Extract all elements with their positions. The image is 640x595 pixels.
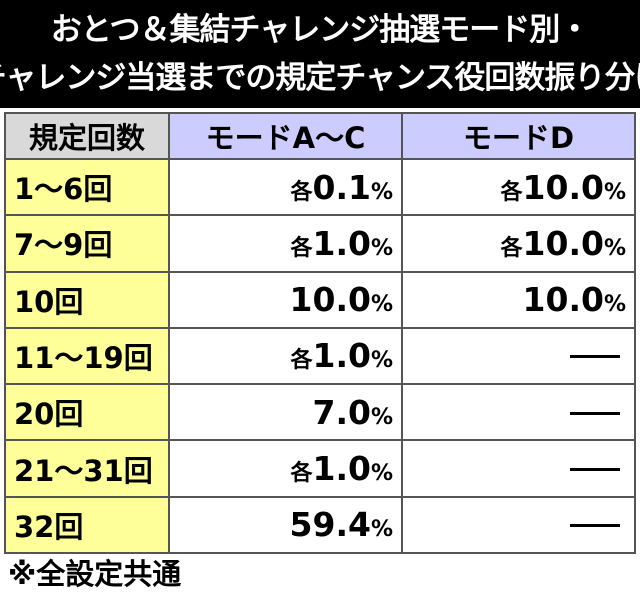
title-line-1: おとつ＆集結チャレンジ抽選モード別・	[50, 12, 590, 48]
title-line-2: チャレンジ当選までの規定チャンス役回数振り分け	[0, 60, 640, 96]
table-header-row: 規定回数 モードA～C モードD	[4, 112, 636, 160]
cell-count: 11～19回	[4, 326, 170, 386]
value-number: 10.0	[522, 223, 604, 263]
value-number: 1.0	[312, 223, 371, 263]
value-prefix: 各	[500, 179, 523, 205]
dash-mark	[570, 411, 620, 415]
cell-mode-d	[401, 383, 636, 442]
value-prefix: 各	[500, 235, 523, 261]
dash-mark	[570, 355, 620, 359]
cell-mode-ac: 10.0%	[168, 270, 403, 329]
cell-count: 21～31回	[4, 439, 170, 498]
cell-count: 1～6回	[4, 157, 170, 217]
cell-mode-d	[401, 439, 636, 498]
value-unit: %	[603, 179, 626, 205]
value-unit: %	[370, 292, 393, 318]
value-number: 10.0	[289, 280, 371, 320]
footnote: ※全設定共通	[8, 557, 182, 591]
table-row: 32回 59.4%	[4, 495, 636, 555]
value-number: 1.0	[312, 449, 371, 489]
cell-mode-ac: 各1.0%	[168, 214, 403, 273]
value-unit: %	[370, 348, 393, 374]
value-number: 1.0	[312, 336, 371, 376]
cell-count: 20回	[4, 383, 170, 442]
value-number: 10.0	[522, 280, 604, 320]
header-count: 規定回数	[4, 112, 170, 160]
cell-mode-ac: 7.0%	[168, 383, 403, 442]
value-prefix: 各	[290, 179, 313, 205]
table-row: 11～19回 各1.0%	[4, 326, 636, 386]
table-row: 1～6回 各0.1% 各10.0%	[4, 157, 636, 217]
cell-mode-ac: 各1.0%	[168, 439, 403, 498]
value-unit: %	[370, 235, 393, 261]
cell-mode-d	[401, 495, 636, 555]
dash-mark	[570, 468, 620, 472]
dash-mark	[570, 524, 620, 528]
header-mode-d: モードD	[401, 112, 636, 160]
value-number: 59.4	[289, 505, 371, 545]
cell-mode-ac: 59.4%	[168, 495, 403, 555]
rate-table: 規定回数 モードA～C モードD 1～6回 各0.1% 各10.0% 7～9回 各1.0…	[4, 112, 636, 555]
cell-mode-d: 10.0%	[401, 270, 636, 329]
cell-mode-ac: 各0.1%	[168, 157, 403, 217]
value-unit: %	[370, 179, 393, 205]
table-row: 7～9回 各1.0% 各10.0%	[4, 214, 636, 273]
value-number: 0.1	[312, 167, 371, 207]
value-number: 10.0	[522, 167, 604, 207]
table-row: 10回 10.0% 10.0%	[4, 270, 636, 329]
title-banner: おとつ＆集結チャレンジ抽選モード別・ チャレンジ当選までの規定チャンス役回数振り…	[0, 0, 640, 108]
value-number: 7.0	[312, 392, 371, 432]
table-row: 20回 7.0%	[4, 383, 636, 442]
header-mode-ac: モードA～C	[168, 112, 403, 160]
cell-count: 7～9回	[4, 214, 170, 273]
cell-count: 32回	[4, 495, 170, 555]
cell-mode-ac: 各1.0%	[168, 326, 403, 386]
value-prefix: 各	[290, 461, 313, 487]
value-unit: %	[370, 517, 393, 543]
value-prefix: 各	[290, 348, 313, 374]
table-row: 21～31回 各1.0%	[4, 439, 636, 498]
value-unit: %	[370, 461, 393, 487]
cell-mode-d: 各10.0%	[401, 157, 636, 217]
cell-mode-d	[401, 326, 636, 386]
cell-mode-d: 各10.0%	[401, 214, 636, 273]
value-unit: %	[370, 404, 393, 430]
value-unit: %	[603, 235, 626, 261]
value-prefix: 各	[290, 235, 313, 261]
cell-count: 10回	[4, 270, 170, 329]
value-unit: %	[603, 292, 626, 318]
